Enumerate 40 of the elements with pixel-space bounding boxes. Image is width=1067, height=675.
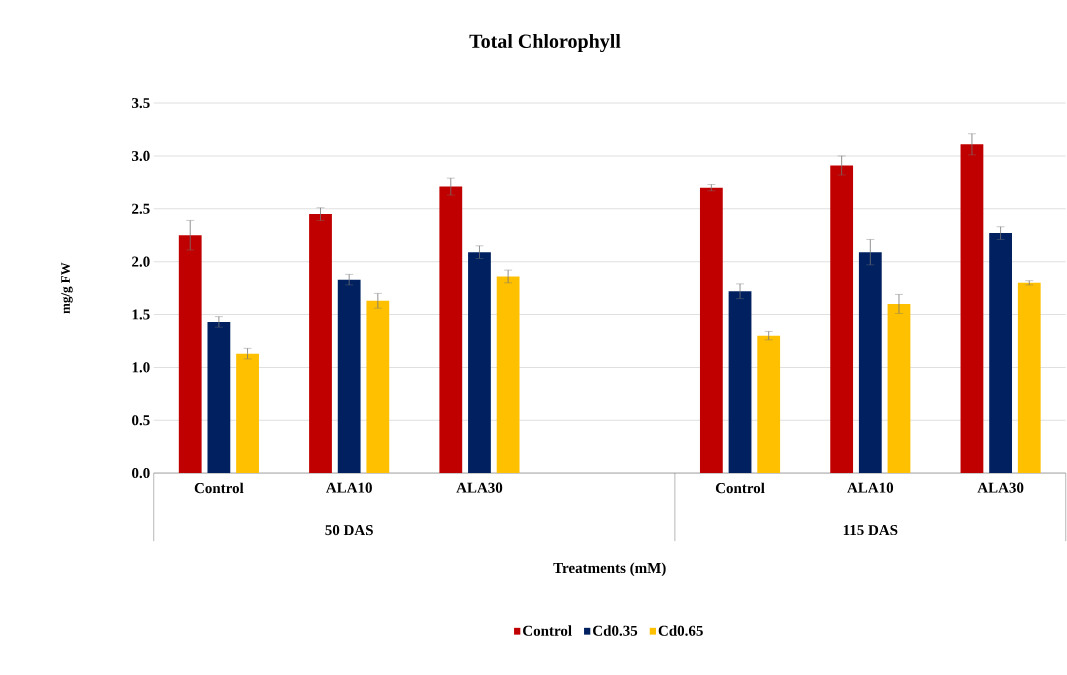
bar [439,186,463,474]
y-tick-label: 0.5 [132,415,150,426]
bar [468,252,491,474]
bar [960,144,984,474]
bar [496,276,520,474]
bar [830,165,854,474]
bar [699,187,723,474]
bar [989,233,1012,474]
bar [1017,282,1041,474]
legend-label: Cd0.35 [593,625,638,636]
y-tick-label: 3.5 [132,98,150,109]
x-tick-label: ALA10 [325,482,372,493]
y-axis-title: mg/g FW [61,262,73,314]
bar [757,335,781,474]
x-tick-label: ALA10 [847,482,894,493]
legend-label: Control [523,625,572,636]
text: 50 DAS [325,525,373,536]
bar [887,303,911,474]
legend-label: Cd0.65 [658,625,703,636]
y-tick-label: 2.5 [132,203,150,214]
y-tick-label: 2.0 [132,256,150,267]
text: 115 DAS [843,525,898,536]
bar [178,235,202,474]
y-tick-label: 0.0 [132,468,150,479]
bar [337,279,361,474]
bar [236,353,259,474]
bar [858,252,882,474]
x-tick-label: ALA30 [977,482,1024,493]
chart-title: Total Chlorophyll [469,33,621,53]
bar [366,300,390,474]
x-tick-label: Control [715,482,765,494]
x-tick-label: ALA30 [456,482,503,493]
x-axis-title: Treatments (mM) [553,562,666,577]
x-tick-label: Control [194,482,244,494]
y-tick-label: 3.0 [132,150,150,162]
y-tick-label: 1.0 [132,362,150,373]
bar [309,214,332,474]
y-tick-label: 1.5 [132,309,150,320]
bar [728,291,752,474]
bar [207,321,231,474]
